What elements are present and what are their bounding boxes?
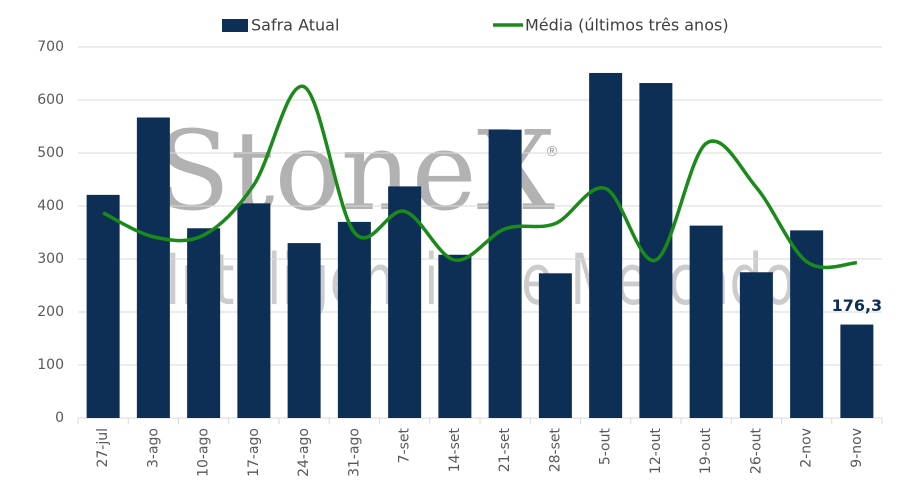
bar: [438, 254, 472, 418]
y-tick-label: 0: [55, 410, 64, 426]
watermark-mark: ®: [545, 144, 559, 160]
line: [102, 84, 858, 270]
y-tick-label: 700: [37, 39, 64, 55]
bar: [287, 243, 321, 418]
bar: [136, 117, 170, 419]
x-tick-label: 17-ago: [246, 428, 262, 477]
x-tick-label: 7-set: [397, 427, 413, 463]
bar: [337, 221, 371, 418]
bar: [689, 225, 723, 418]
y-tick-label: 300: [37, 251, 64, 267]
legend-label: Média (últimos três anos): [525, 16, 729, 35]
data-label: 176,3: [832, 296, 883, 315]
y-tick-label: 100: [37, 357, 64, 373]
bar: [739, 272, 773, 418]
bar: [589, 72, 623, 418]
watermark: StoneX: [155, 107, 555, 235]
bar: [488, 129, 522, 418]
x-tick-label: 28-set: [547, 427, 563, 472]
x-tick-label: 21-set: [497, 427, 513, 472]
x-tick-label: 10-ago: [196, 428, 212, 477]
x-tick-label: 26-out: [748, 427, 764, 474]
legend-swatch: [222, 19, 248, 32]
x-tick-label: 12-out: [648, 427, 664, 474]
bar: [840, 324, 874, 418]
y-tick-label: 200: [37, 304, 64, 320]
x-tick-label: 3-ago: [145, 428, 161, 468]
legend-label: Safra Atual: [251, 16, 339, 35]
bar: [538, 273, 572, 418]
y-tick-label: 400: [37, 198, 64, 214]
bar: [86, 194, 120, 418]
x-tick-label: 24-ago: [296, 428, 312, 477]
x-tick-label: 14-set: [447, 427, 463, 472]
bar: [237, 203, 271, 418]
x-tick-label: 27-jul: [95, 428, 111, 468]
x-tick-label: 19-out: [698, 427, 714, 474]
x-tick-label: 9-nov: [849, 428, 865, 468]
x-tick-label: 31-ago: [346, 428, 362, 477]
bar: [388, 186, 422, 418]
x-tick-label: 5-out: [598, 427, 614, 465]
bar: [790, 230, 824, 418]
bar: [639, 83, 673, 418]
bar: [187, 228, 221, 418]
y-tick-label: 600: [37, 92, 64, 108]
y-tick-label: 500: [37, 145, 64, 161]
x-tick-label: 2-nov: [799, 428, 815, 468]
